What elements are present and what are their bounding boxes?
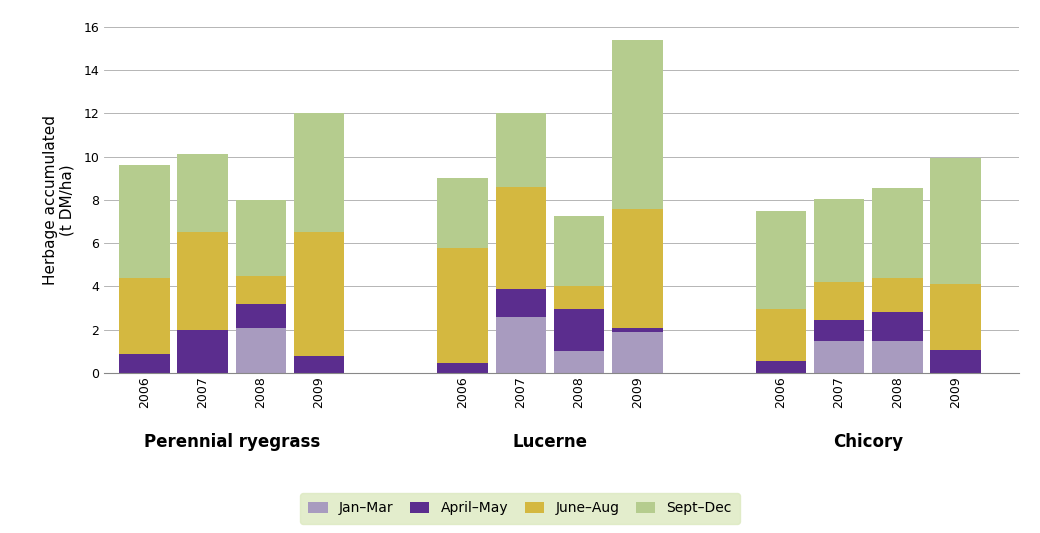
Bar [496, 187, 546, 289]
Bar [814, 199, 864, 282]
Y-axis label: Herbage accumulated
(t DM/ha): Herbage accumulated (t DM/ha) [43, 115, 75, 285]
Bar [931, 158, 981, 284]
Bar [438, 178, 488, 247]
Bar [293, 356, 344, 373]
Bar [496, 114, 546, 187]
Bar [120, 278, 170, 353]
Bar [236, 200, 286, 276]
Bar [236, 328, 286, 373]
Bar [613, 39, 662, 208]
Bar [814, 341, 864, 373]
Bar [613, 328, 662, 332]
Bar [293, 114, 344, 232]
Bar [756, 309, 806, 361]
Bar [120, 165, 170, 278]
Bar [873, 278, 922, 312]
Bar [178, 330, 228, 373]
Bar [873, 341, 922, 373]
Bar [756, 211, 806, 309]
Bar [873, 312, 922, 341]
Text: Lucerne: Lucerne [513, 433, 588, 451]
Bar [613, 208, 662, 328]
Bar [756, 361, 806, 373]
Bar [554, 351, 604, 373]
Bar [178, 155, 228, 232]
Text: Perennial ryegrass: Perennial ryegrass [144, 433, 320, 451]
Bar [120, 353, 170, 373]
Bar [178, 232, 228, 330]
Bar [931, 350, 981, 373]
Bar [814, 320, 864, 341]
Bar [613, 332, 662, 373]
Legend: Jan–Mar, April–May, June–Aug, Sept–Dec: Jan–Mar, April–May, June–Aug, Sept–Dec [300, 493, 740, 523]
Bar [554, 287, 604, 309]
Bar [554, 216, 604, 287]
Bar [873, 188, 922, 278]
Bar [293, 232, 344, 356]
Bar [554, 309, 604, 351]
Bar [496, 289, 546, 317]
Bar [236, 304, 286, 328]
Bar [438, 364, 488, 373]
Bar [236, 276, 286, 304]
Bar [814, 282, 864, 320]
Text: Chicory: Chicory [833, 433, 904, 451]
Bar [496, 317, 546, 373]
Bar [438, 247, 488, 364]
Bar [931, 284, 981, 350]
